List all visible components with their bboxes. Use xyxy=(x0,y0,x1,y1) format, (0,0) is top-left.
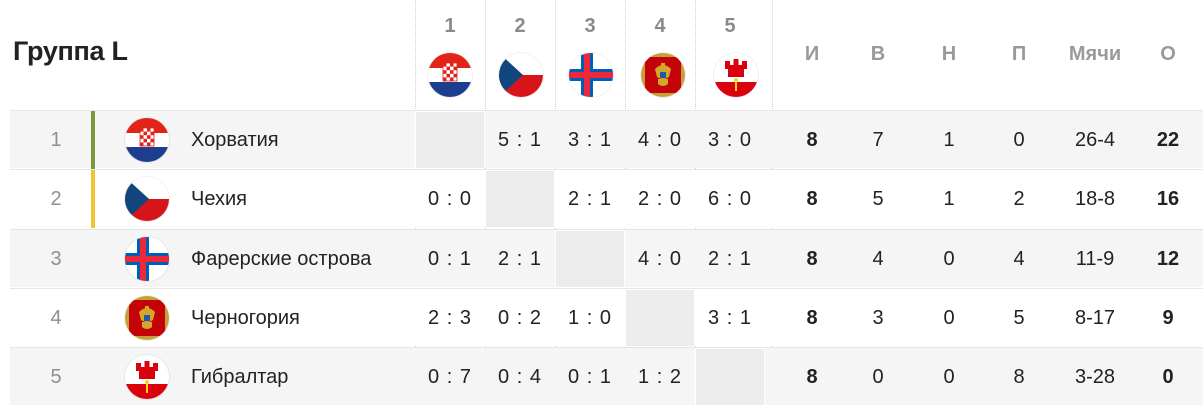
table-row[interactable]: 1 Хорватия 5 : 1 3 : 1 4 : 0 3 : 0 8 7 1 0 26-4 22 xyxy=(10,110,1203,169)
header-won: В xyxy=(870,43,886,65)
match-result[interactable]: 2 : 1 xyxy=(708,248,752,270)
header-lost: П xyxy=(1011,43,1027,65)
played-count: 8 xyxy=(806,129,818,151)
goals-ratio: 26-4 xyxy=(1074,129,1116,151)
team-name[interactable]: Гибралтар xyxy=(191,366,289,388)
match-result[interactable]: 1 : 2 xyxy=(638,366,682,388)
team-name[interactable]: Хорватия xyxy=(191,129,279,151)
points-total: 12 xyxy=(1156,248,1180,270)
match-result[interactable]: 6 : 0 xyxy=(708,188,752,210)
team-name[interactable]: Фарерские острова xyxy=(191,248,372,270)
played-count: 8 xyxy=(806,366,818,388)
match-result[interactable]: 2 : 1 xyxy=(498,248,542,270)
self-cell xyxy=(625,289,695,347)
header-drawn: Н xyxy=(941,43,957,65)
match-result[interactable]: 2 : 0 xyxy=(638,188,682,210)
match-result[interactable]: 0 : 1 xyxy=(428,248,472,270)
croatia-flag-icon xyxy=(125,118,169,162)
match-result[interactable]: 4 : 0 xyxy=(638,129,682,151)
won-count: 3 xyxy=(872,307,884,329)
qualification-marker xyxy=(91,111,95,169)
montenegro-flag-icon xyxy=(641,53,685,97)
column-header-2: 2 xyxy=(514,15,526,37)
drawn-count: 0 xyxy=(943,366,955,388)
qualification-marker xyxy=(91,170,95,228)
lost-count: 0 xyxy=(1013,129,1025,151)
lost-count: 5 xyxy=(1013,307,1025,329)
goals-ratio: 11-9 xyxy=(1075,248,1115,270)
match-result[interactable]: 3 : 1 xyxy=(568,129,612,151)
won-count: 7 xyxy=(872,129,884,151)
table-row[interactable]: 3 Фарерские острова 0 : 1 2 : 1 4 : 0 2 : 1 8 4… xyxy=(10,229,1203,288)
group-title: Группа L xyxy=(13,36,128,66)
points-total: 9 xyxy=(1162,307,1174,329)
goals-ratio: 18-8 xyxy=(1074,188,1116,210)
team-name[interactable]: Чехия xyxy=(191,188,248,210)
self-cell xyxy=(485,170,555,228)
lost-count: 2 xyxy=(1013,188,1025,210)
table-row[interactable]: 2 Чехия 0 : 0 2 : 1 2 : 0 6 : 0 8 5 1 2 18-8 16 xyxy=(10,169,1203,228)
header-points: О xyxy=(1160,43,1176,65)
match-result[interactable]: 0 : 7 xyxy=(428,366,472,388)
gibraltar-flag-icon xyxy=(714,53,758,97)
position-number: 2 xyxy=(50,188,62,210)
goals-ratio: 8-17 xyxy=(1074,307,1116,329)
drawn-count: 1 xyxy=(943,129,955,151)
table-row[interactable]: 4 Черногория 2 : 3 0 : 2 1 : 0 3 : 1 8 3 0 5 8-17 9 xyxy=(10,288,1203,347)
position-number: 5 xyxy=(50,366,62,388)
won-count: 4 xyxy=(872,248,884,270)
position-number: 3 xyxy=(50,248,62,270)
played-count: 8 xyxy=(806,307,818,329)
match-result[interactable]: 1 : 0 xyxy=(568,307,612,329)
team-name[interactable]: Черногория xyxy=(191,307,300,329)
faroe-flag-icon xyxy=(125,237,169,281)
header-played: И xyxy=(804,43,820,65)
match-result[interactable]: 3 : 0 xyxy=(708,129,752,151)
won-count: 0 xyxy=(872,366,884,388)
match-result[interactable]: 3 : 1 xyxy=(708,307,752,329)
column-header-5: 5 xyxy=(724,15,736,37)
self-cell xyxy=(415,111,485,169)
match-result[interactable]: 5 : 1 xyxy=(498,129,542,151)
czech-flag-icon xyxy=(499,53,543,97)
header-goals: Мячи xyxy=(1068,43,1122,65)
self-cell xyxy=(695,348,765,405)
table-row[interactable]: 5 Гибралтар 0 : 7 0 : 4 0 : 1 1 : 2 8 0 0 8 3-28 0 xyxy=(10,347,1203,405)
match-result[interactable]: 0 : 1 xyxy=(568,366,612,388)
czech-flag-icon xyxy=(125,177,169,221)
match-result[interactable]: 0 : 0 xyxy=(428,188,472,210)
croatia-flag-icon xyxy=(428,53,472,97)
column-header-3: 3 xyxy=(584,15,596,37)
column-header-4: 4 xyxy=(654,15,666,37)
position-number: 1 xyxy=(50,129,62,151)
faroe-flag-icon xyxy=(569,53,613,97)
points-total: 0 xyxy=(1162,366,1174,388)
points-total: 16 xyxy=(1156,188,1180,210)
drawn-count: 1 xyxy=(943,188,955,210)
drawn-count: 0 xyxy=(943,307,955,329)
montenegro-flag-icon xyxy=(125,296,169,340)
gibraltar-flag-icon xyxy=(125,355,169,399)
lost-count: 8 xyxy=(1013,366,1025,388)
match-result[interactable]: 0 : 4 xyxy=(498,366,542,388)
points-total: 22 xyxy=(1156,129,1180,151)
match-result[interactable]: 2 : 1 xyxy=(568,188,612,210)
match-result[interactable]: 2 : 3 xyxy=(428,307,472,329)
drawn-count: 0 xyxy=(943,248,955,270)
position-number: 4 xyxy=(50,307,62,329)
match-result[interactable]: 4 : 0 xyxy=(638,248,682,270)
played-count: 8 xyxy=(806,188,818,210)
won-count: 5 xyxy=(872,188,884,210)
match-result[interactable]: 0 : 2 xyxy=(498,307,542,329)
self-cell xyxy=(555,230,625,288)
lost-count: 4 xyxy=(1013,248,1025,270)
goals-ratio: 3-28 xyxy=(1074,366,1116,388)
played-count: 8 xyxy=(806,248,818,270)
column-header-1: 1 xyxy=(444,15,456,37)
